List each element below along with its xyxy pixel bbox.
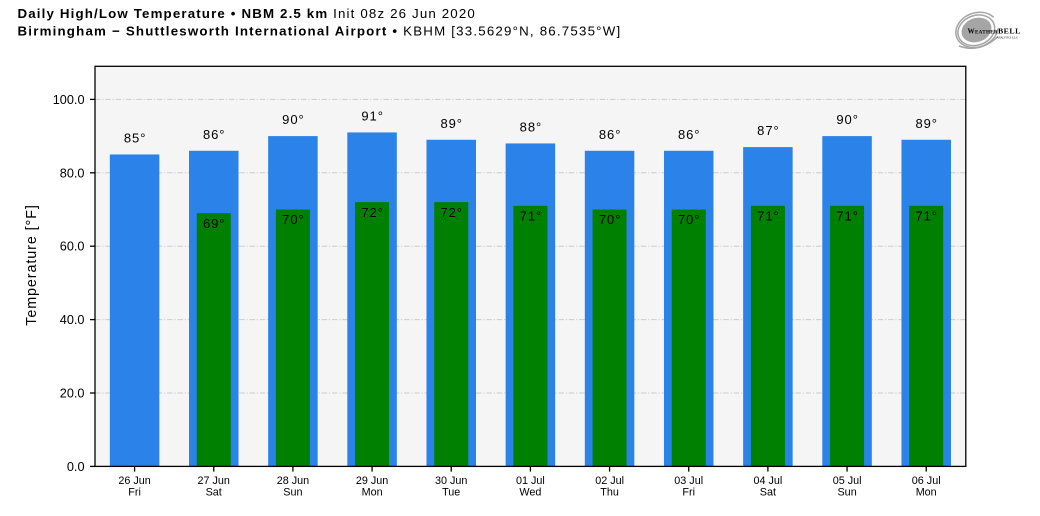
svg-text:ANALYTICS LLC: ANALYTICS LLC bbox=[997, 36, 1019, 40]
svg-text:Tue: Tue bbox=[442, 486, 460, 498]
svg-text:86°: 86° bbox=[203, 127, 226, 142]
svg-text:Birmingham − Shuttlesworth Int: Birmingham − Shuttlesworth International… bbox=[18, 23, 622, 38]
svg-text:Wed: Wed bbox=[519, 486, 541, 498]
svg-text:87°: 87° bbox=[757, 123, 780, 138]
svg-text:06 Jul: 06 Jul bbox=[912, 475, 941, 487]
svg-text:70°: 70° bbox=[282, 212, 305, 227]
svg-text:04 Jul: 04 Jul bbox=[753, 475, 782, 487]
svg-text:0.0: 0.0 bbox=[67, 460, 85, 474]
svg-text:Mon: Mon bbox=[916, 486, 937, 498]
svg-text:80.0: 80.0 bbox=[60, 166, 85, 180]
svg-text:89°: 89° bbox=[915, 116, 938, 131]
svg-text:02 Jul: 02 Jul bbox=[595, 475, 624, 487]
svg-text:60.0: 60.0 bbox=[60, 240, 85, 254]
svg-text:86°: 86° bbox=[599, 127, 622, 142]
svg-text:88°: 88° bbox=[520, 120, 543, 135]
svg-text:71°: 71° bbox=[915, 208, 938, 223]
svg-text:90°: 90° bbox=[836, 112, 859, 127]
svg-text:72°: 72° bbox=[361, 205, 384, 220]
svg-text:Daily High/Low Temperature • N: Daily High/Low Temperature • NBM 2.5 km … bbox=[18, 6, 476, 21]
svg-text:Sun: Sun bbox=[837, 486, 856, 498]
svg-text:71°: 71° bbox=[520, 208, 543, 223]
svg-text:29 Jun: 29 Jun bbox=[356, 475, 388, 487]
svg-text:Mon: Mon bbox=[362, 486, 383, 498]
svg-text:27 Jun: 27 Jun bbox=[197, 475, 229, 487]
svg-text:100.0: 100.0 bbox=[53, 93, 85, 107]
svg-text:WEATHERBELL: WEATHERBELL bbox=[968, 27, 1021, 36]
svg-text:91°: 91° bbox=[361, 109, 384, 124]
svg-text:71°: 71° bbox=[836, 208, 859, 223]
svg-text:71°: 71° bbox=[757, 208, 780, 223]
svg-text:89°: 89° bbox=[440, 116, 463, 131]
svg-text:Temperature [°F]: Temperature [°F] bbox=[24, 204, 40, 326]
svg-text:Fri: Fri bbox=[682, 486, 695, 498]
svg-text:70°: 70° bbox=[678, 212, 701, 227]
svg-text:70°: 70° bbox=[599, 212, 622, 227]
svg-text:01 Jul: 01 Jul bbox=[516, 475, 545, 487]
svg-text:Thu: Thu bbox=[600, 486, 619, 498]
svg-text:Fri: Fri bbox=[128, 486, 141, 498]
svg-text:85°: 85° bbox=[124, 131, 147, 146]
svg-text:03 Jul: 03 Jul bbox=[674, 475, 703, 487]
svg-text:Sun: Sun bbox=[283, 486, 302, 498]
svg-text:90°: 90° bbox=[282, 112, 305, 127]
svg-text:40.0: 40.0 bbox=[60, 313, 85, 327]
svg-text:30 Jun: 30 Jun bbox=[435, 475, 467, 487]
svg-text:Sat: Sat bbox=[206, 486, 222, 498]
svg-text:Sat: Sat bbox=[760, 486, 776, 498]
svg-text:69°: 69° bbox=[203, 216, 226, 231]
svg-text:20.0: 20.0 bbox=[60, 387, 85, 401]
svg-text:72°: 72° bbox=[440, 205, 463, 220]
svg-text:26 Jun: 26 Jun bbox=[118, 475, 150, 487]
svg-text:86°: 86° bbox=[678, 127, 701, 142]
svg-text:05 Jul: 05 Jul bbox=[833, 475, 862, 487]
svg-text:28 Jun: 28 Jun bbox=[277, 475, 309, 487]
